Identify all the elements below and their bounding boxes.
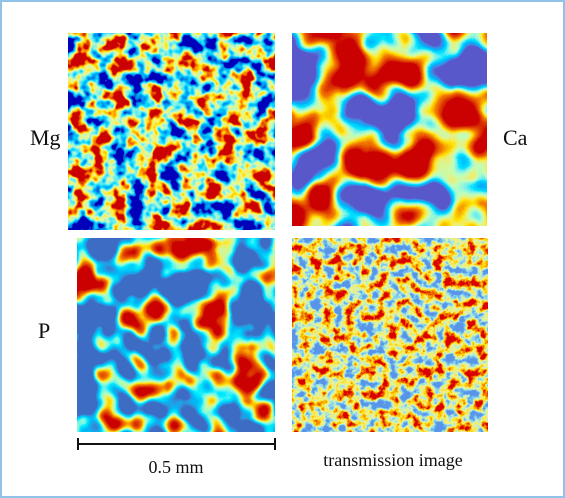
scale-bar-label: 0.5 mm — [148, 457, 203, 477]
panel-label: Mg — [30, 125, 61, 150]
p-map — [77, 238, 275, 432]
panel-label: Ca — [503, 125, 528, 150]
panel-label: transmission image — [323, 450, 462, 470]
panel-label: P — [38, 318, 50, 343]
ca-map — [292, 33, 487, 226]
transmission-map — [292, 238, 488, 432]
mg-map — [68, 33, 275, 230]
figure: Mg Ca P transmission image 0.5 mm — [0, 0, 565, 498]
